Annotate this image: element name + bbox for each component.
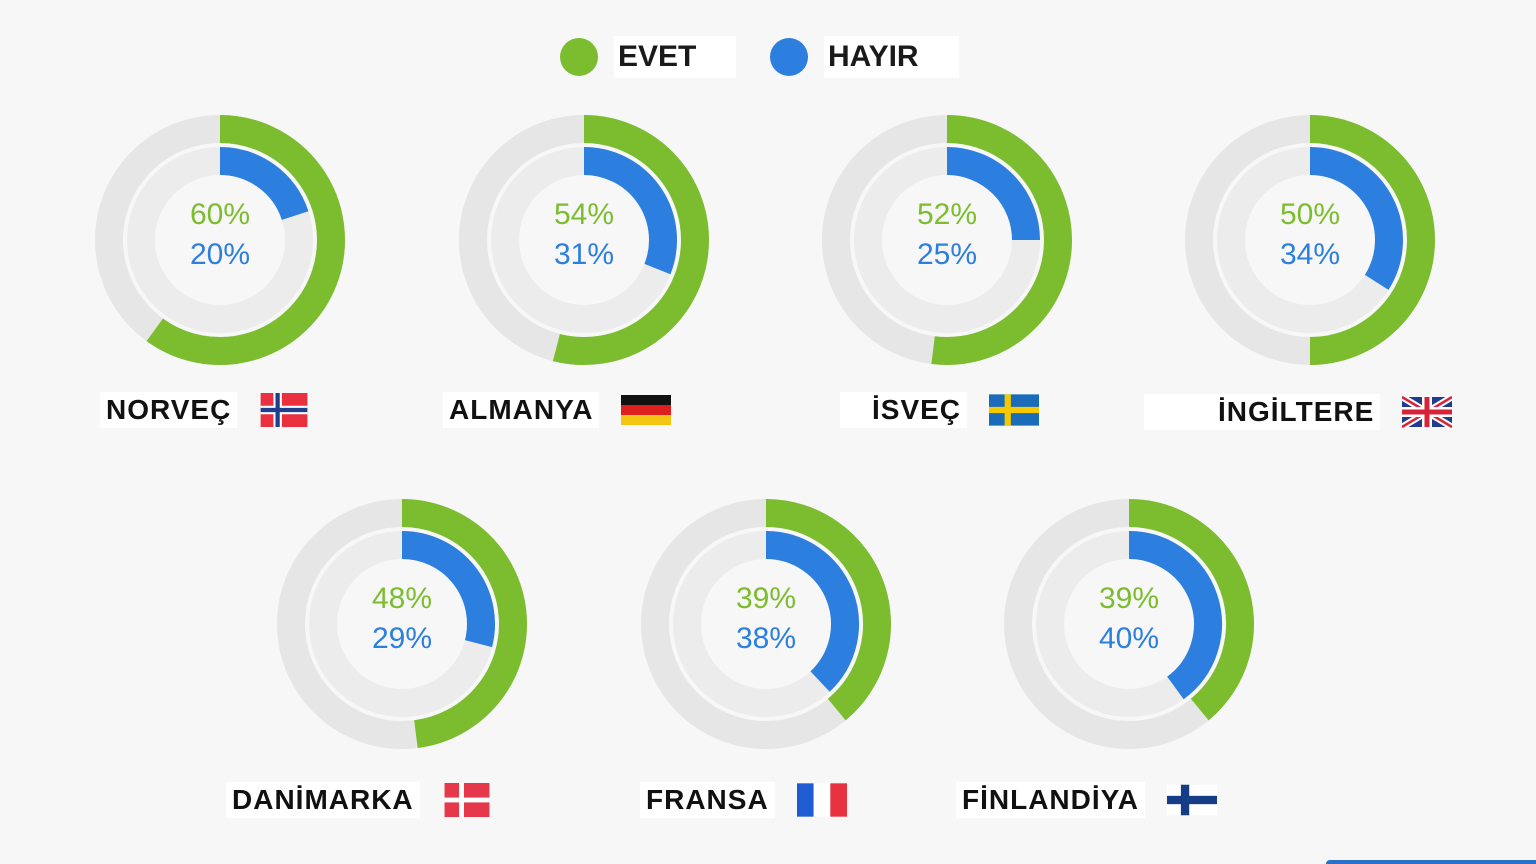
donut-chart-finlandiya: 39% 40% [999,494,1259,754]
yes-percent-label: 50% [1279,198,1341,231]
yes-arc [552,115,709,365]
france-flag-icon [796,783,847,817]
sweden-flag-icon [989,394,1040,426]
legend-dot-evet [560,38,598,76]
donut-svg [1185,115,1435,365]
donut-chart-fransa: 39% 38% [636,494,896,754]
legend-label-evet: EVET [614,36,737,78]
no-arc [946,147,1040,241]
denmark-flag-icon [444,783,490,817]
donut-svg [459,115,709,365]
no-percent-label: 38% [735,622,797,655]
donut-svg [641,499,891,749]
no-percent-label: 20% [189,238,251,271]
no-percent-label: 29% [371,622,433,655]
country-name: DANİMARKA [226,782,420,818]
legend-dot-hayir [770,38,808,76]
yes-arc [1128,499,1254,721]
yes-arc [765,499,891,721]
no-arc [401,531,495,648]
finland-flag-icon [1166,784,1217,816]
uk-flag-icon [1402,395,1453,429]
country-label-norvec: NORVEÇ [100,392,309,428]
yes-arc [1309,115,1435,365]
donut-svg [277,499,527,749]
no-arc [1309,147,1403,290]
yes-percent-label: 48% [371,582,433,615]
no-percent-label: 25% [916,238,978,271]
donut-chart-isvec: 52% 25% [817,110,1077,370]
yes-arc [931,115,1072,365]
germany-flag-icon [621,395,672,425]
norway-flag-icon [260,393,308,427]
yes-arc [401,499,527,749]
donut-svg [95,115,345,365]
yes-percent-label: 54% [553,198,615,231]
legend-label-hayir: HAYIR [824,36,959,78]
country-name: FİNLANDİYA [956,782,1145,818]
country-label-finlandiya: FİNLANDİYA [956,782,1217,818]
no-arc [219,147,309,221]
donut-chart-almanya: 54% 31% [454,110,714,370]
yes-percent-label: 39% [735,582,797,615]
yes-percent-label: 60% [189,198,251,231]
country-label-ingiltere: İNGİLTERE [1144,394,1453,430]
legend-item-evet: EVET [560,36,737,78]
country-label-danimarka: DANİMARKA [226,782,492,818]
country-name: İNGİLTERE [1144,394,1381,430]
country-name: NORVEÇ [100,392,238,428]
country-name: İSVEÇ [840,392,968,428]
no-arc [1128,531,1222,700]
yes-percent-label: 52% [916,198,978,231]
yes-percent-label: 39% [1098,582,1160,615]
donut-chart-ingiltere: 50% 34% [1180,110,1440,370]
no-percent-label: 34% [1279,238,1341,271]
country-label-almanya: ALMANYA [443,392,672,428]
yes-arc [146,115,345,365]
no-percent-label: 40% [1098,622,1160,655]
no-percent-label: 31% [553,238,615,271]
country-name: ALMANYA [443,392,600,428]
no-arc [765,531,859,692]
country-label-fransa: FRANSA [640,782,847,818]
no-arc [583,147,677,275]
country-label-isvec: İSVEÇ [840,392,1040,428]
donut-svg [1004,499,1254,749]
bottom-accent-bar [1326,860,1536,864]
donut-chart-norvec: 60% 20% [90,110,350,370]
donut-chart-danimarka: 48% 29% [272,494,532,754]
legend-item-hayir: HAYIR [770,36,959,78]
donut-svg [822,115,1072,365]
country-name: FRANSA [640,782,775,818]
